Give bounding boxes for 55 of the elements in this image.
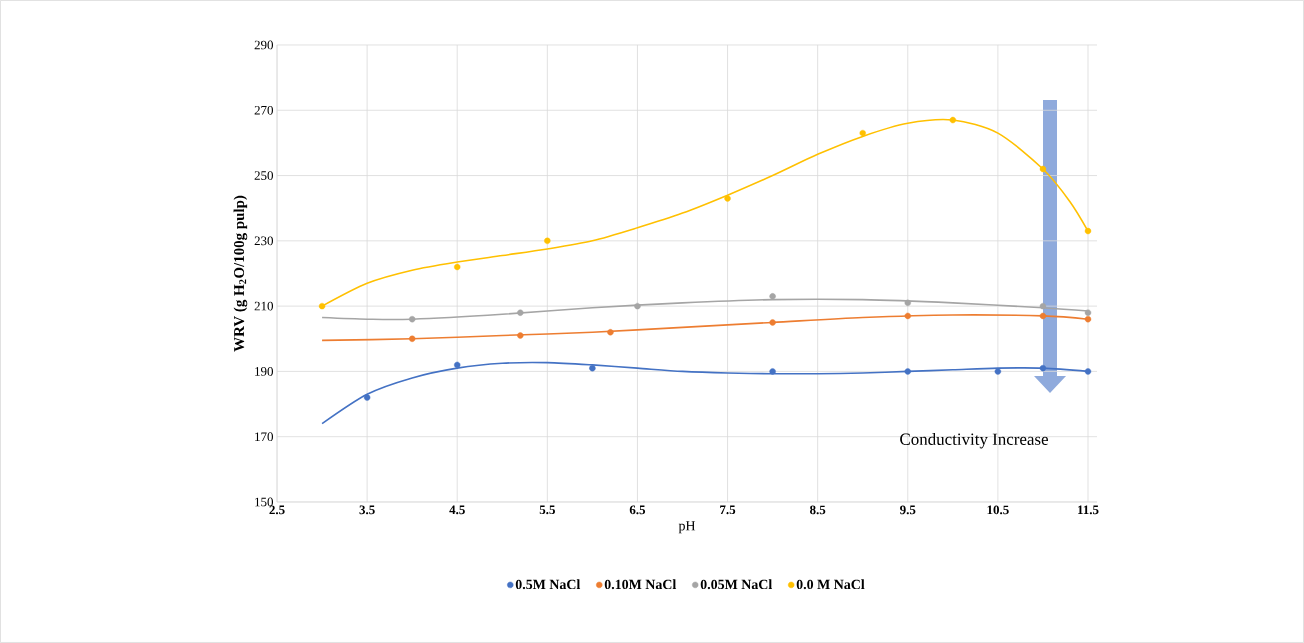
point <box>904 312 911 320</box>
legend-label: 0.10M NaCl <box>604 579 677 590</box>
y-tick-label: 250 <box>254 171 274 180</box>
point <box>904 368 911 375</box>
point <box>859 129 866 137</box>
point <box>408 335 416 342</box>
point <box>1084 309 1092 316</box>
x-tick-label: 11.5 <box>1078 505 1099 515</box>
annotation: Conductivity Increase <box>900 433 1048 449</box>
y-tick-label: 210 <box>254 301 274 311</box>
point <box>408 316 416 323</box>
x-tick-label: 10.5 <box>987 505 1009 515</box>
y-tick-label: 270 <box>254 105 274 115</box>
point <box>724 195 731 202</box>
x-tick-label: 8.5 <box>810 505 826 515</box>
y-tick-label: 170 <box>255 432 274 442</box>
y-tick-label: 190 <box>255 367 274 376</box>
point <box>1039 364 1047 372</box>
point <box>634 302 641 310</box>
point <box>363 394 371 401</box>
x-tick-label: 9.5 <box>900 505 916 515</box>
point <box>607 329 614 336</box>
point <box>544 237 551 245</box>
point <box>1039 165 1047 173</box>
point <box>1084 227 1092 235</box>
x-tick-label: 6.5 <box>629 505 646 515</box>
y-axis-title: WRV (g H$_{2}$O/100g pulp) <box>233 195 248 352</box>
point <box>769 319 776 326</box>
y-tick-label: 290 <box>254 40 274 50</box>
legend-label: 0.05M NaCl <box>700 579 773 590</box>
x-tick-label: 4.5 <box>449 505 465 515</box>
y-tick-label: 230 <box>254 236 274 246</box>
point <box>589 364 596 372</box>
point <box>769 368 776 375</box>
x-tick-label: 5.5 <box>539 505 555 515</box>
x-tick-label: 3.5 <box>359 505 375 515</box>
point <box>318 302 326 310</box>
point <box>1039 312 1047 320</box>
point <box>1039 302 1047 310</box>
point <box>904 299 911 307</box>
point <box>1084 316 1092 323</box>
point <box>517 332 524 339</box>
point <box>454 361 461 369</box>
legend-label: 0.0 M NaCl <box>796 579 865 590</box>
point <box>994 368 1002 375</box>
point <box>949 116 957 124</box>
y-tick-label: 150 <box>255 497 274 507</box>
point <box>454 263 461 271</box>
point <box>769 293 776 300</box>
x-tick-label: 2.5 <box>269 505 285 515</box>
x-tick-label: 7.5 <box>720 505 736 515</box>
point <box>1084 368 1092 375</box>
legend-label: 0.5M NaCl <box>515 579 581 590</box>
point <box>517 309 524 316</box>
x-axis-title: pH <box>678 521 696 534</box>
